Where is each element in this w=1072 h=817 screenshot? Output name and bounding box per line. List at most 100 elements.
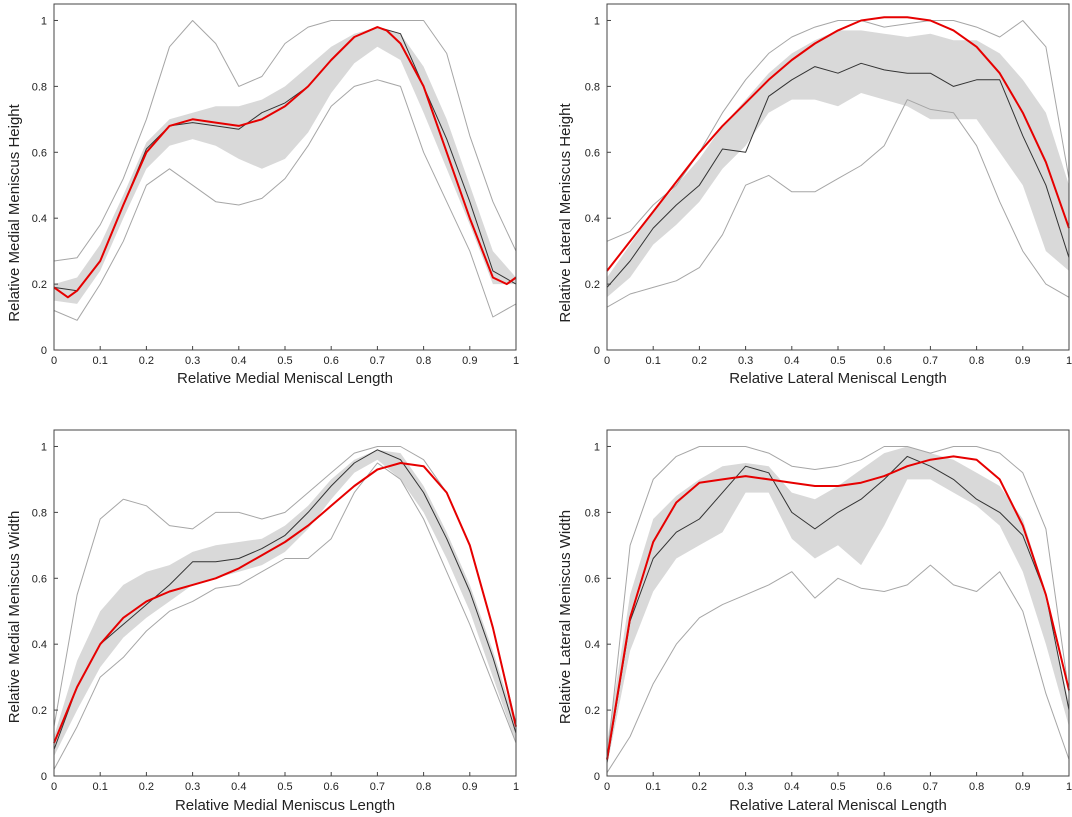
series-min-line	[53, 79, 517, 321]
y-tick-label: 0.2	[32, 279, 47, 291]
series-min-line	[53, 462, 517, 770]
y-tick-label: 0	[594, 771, 600, 783]
y-tick-label: 0.4	[585, 213, 600, 225]
y-tick-label: 0	[41, 345, 47, 357]
x-tick-label: 0.8	[416, 781, 431, 793]
y-tick-label: 0.2	[32, 705, 47, 717]
x-tick-label: 0.9	[462, 781, 477, 793]
x-tick-label: 0.8	[416, 355, 431, 367]
series-mean-line	[53, 449, 517, 750]
y-tick-label: 0.8	[32, 507, 47, 519]
x-tick-label: 0.2	[139, 355, 154, 367]
x-tick-label: 0.6	[324, 355, 339, 367]
x-tick-label: 0	[51, 355, 57, 367]
x-tick-label: 0.5	[830, 781, 845, 793]
y-tick-label: 0.6	[32, 573, 47, 585]
x-tick-label: 0.8	[969, 781, 984, 793]
y-axis-label: Relative Lateral Meniscus Height	[557, 103, 574, 323]
series-mean-line	[606, 455, 1070, 763]
x-tick-label: 1	[1066, 355, 1072, 367]
y-tick-label: 0.2	[585, 705, 600, 717]
x-axis-label: Relative Medial Meniscus Length	[175, 797, 395, 814]
x-tick-label: 0.6	[877, 781, 892, 793]
y-tick-label: 0	[594, 345, 600, 357]
y-axis-label: Relative Medial Meniscus Height	[6, 103, 23, 321]
y-axis-label: Relative Lateral Meniscus Width	[557, 510, 574, 724]
series-fit-line	[606, 455, 1070, 760]
x-tick-label: 0.6	[324, 781, 339, 793]
y-tick-label: 0.6	[585, 147, 600, 159]
y-tick-label: 0.8	[32, 81, 47, 93]
x-tick-label: 1	[513, 781, 519, 793]
y-tick-label: 0.4	[585, 639, 600, 651]
plot-frame	[53, 3, 517, 351]
x-tick-label: 0.4	[231, 781, 246, 793]
y-tick-label: 0.2	[585, 279, 600, 291]
x-tick-label: 0.5	[830, 355, 845, 367]
y-tick-label: 0.4	[32, 639, 47, 651]
panel-top-left: 0 0.1 0.2 0.3 0.4 0.5 0.6 0.7 0.8 0.9 1 0 0.2 0.4 0.6 0…	[6, 3, 519, 387]
y-tick-label: 0.6	[32, 147, 47, 159]
x-tick-label: 1	[1066, 781, 1072, 793]
x-axis-label: Relative Medial Meniscal Length	[177, 370, 393, 387]
y-tick-label: 1	[41, 441, 47, 453]
x-tick-label: 0.1	[646, 781, 661, 793]
x-tick-label: 0.5	[277, 781, 292, 793]
x-tick-label: 0.4	[784, 781, 799, 793]
x-tick-label: 0.1	[93, 355, 108, 367]
y-tick-label: 0.8	[585, 81, 600, 93]
x-tick-label: 0.2	[692, 355, 707, 367]
series-max-line	[53, 20, 517, 262]
x-axis-label: Relative Lateral Meniscal Length	[729, 370, 947, 387]
std-band	[607, 446, 1069, 767]
x-tick-label: 0.3	[738, 355, 753, 367]
x-tick-label: 0.7	[370, 781, 385, 793]
y-tick-label: 0.8	[585, 507, 600, 519]
x-tick-label: 0.4	[231, 355, 246, 367]
std-band	[54, 27, 516, 304]
y-axis-label: Relative Medial Meniscus Width	[6, 511, 23, 724]
x-tick-label: 0.7	[923, 355, 938, 367]
y-tick-label: 0.6	[585, 573, 600, 585]
x-tick-label: 0.3	[738, 781, 753, 793]
y-tick-label: 1	[41, 15, 47, 27]
panel-bottom-left: 0 0.1 0.2 0.3 0.4 0.5 0.6 0.7 0.8 0.9 1 0 0.2 0.4 0.6 0…	[6, 429, 519, 814]
series-max-line	[606, 20, 1070, 242]
panel-top-right: 0 0.1 0.2 0.3 0.4 0.5 0.6 0.7 0.8 0.9 1 0 0.2 0.4 0.6 0…	[557, 3, 1072, 387]
panel-bottom-right: 0 0.1 0.2 0.3 0.4 0.5 0.6 0.7 0.8 0.9 1 0 0.2 0.4 0.6 0…	[557, 429, 1072, 814]
series-fit-line	[53, 462, 517, 744]
y-tick-label: 1	[594, 15, 600, 27]
x-tick-label: 0.7	[370, 355, 385, 367]
x-tick-label: 0.3	[185, 355, 200, 367]
series-min-line	[606, 564, 1070, 773]
series-max-line	[606, 446, 1070, 760]
x-tick-label: 0.9	[462, 355, 477, 367]
x-tick-label: 0	[604, 355, 610, 367]
x-tick-label: 0.7	[923, 781, 938, 793]
x-tick-label: 0.4	[784, 355, 799, 367]
x-tick-label: 0.8	[969, 355, 984, 367]
series-fit-line	[606, 16, 1070, 272]
x-tick-label: 0.2	[139, 781, 154, 793]
x-tick-label: 1	[513, 355, 519, 367]
y-tick-label: 0.4	[32, 213, 47, 225]
x-tick-label: 0.9	[1015, 355, 1030, 367]
x-tick-label: 0.5	[277, 355, 292, 367]
std-band	[54, 449, 516, 757]
plot-frame	[606, 429, 1070, 777]
y-tick-label: 0	[41, 771, 47, 783]
x-tick-label: 0.3	[185, 781, 200, 793]
series-fit-line	[53, 26, 517, 299]
x-tick-label: 0.2	[692, 781, 707, 793]
x-tick-label: 0.1	[646, 355, 661, 367]
std-band	[607, 30, 1069, 298]
x-tick-label: 0.6	[877, 355, 892, 367]
series-max-line	[53, 446, 517, 727]
x-axis-label: Relative Lateral Meniscal Length	[729, 797, 947, 814]
series-mean-line	[606, 62, 1070, 288]
x-tick-label: 0	[51, 781, 57, 793]
x-tick-label: 0.9	[1015, 781, 1030, 793]
x-tick-label: 0.1	[93, 781, 108, 793]
series-min-line	[606, 99, 1070, 308]
